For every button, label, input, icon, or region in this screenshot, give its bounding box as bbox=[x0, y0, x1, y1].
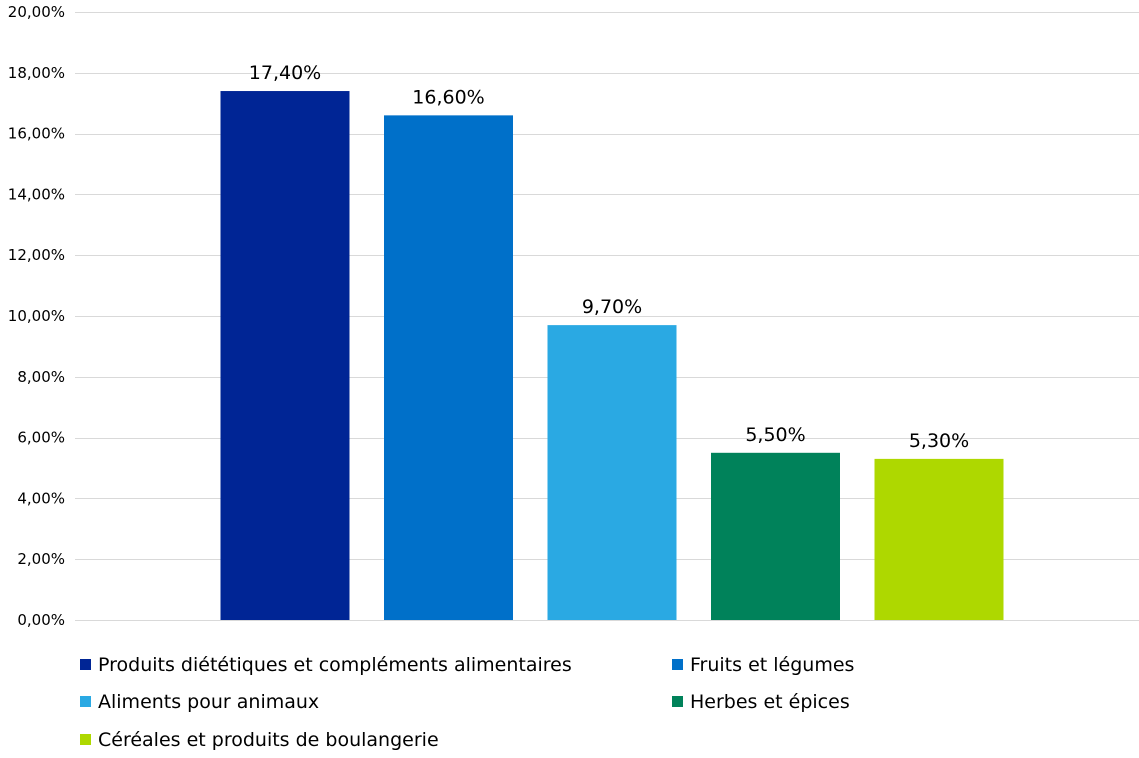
legend-label: Produits diététiques et compléments alim… bbox=[98, 654, 572, 676]
legend-label: Fruits et légumes bbox=[690, 654, 854, 676]
legend-item: Herbes et épices bbox=[672, 691, 850, 713]
legend-label: Céréales et produits de boulangerie bbox=[98, 729, 439, 751]
bar bbox=[547, 325, 677, 620]
legend: Produits diététiques et compléments alim… bbox=[80, 654, 854, 751]
legend-swatch bbox=[80, 734, 91, 745]
y-tick-label: 10,00% bbox=[8, 307, 65, 325]
legend-item: Produits diététiques et compléments alim… bbox=[80, 654, 572, 676]
legend-label: Herbes et épices bbox=[690, 691, 850, 713]
y-axis: 0,00% 2,00% 4,00% 6,00% 8,00% 10,00% 12,00% 14,… bbox=[8, 3, 65, 629]
legend-item: Fruits et légumes bbox=[672, 654, 854, 676]
data-label: 17,40% bbox=[249, 62, 321, 84]
data-label: 5,50% bbox=[745, 424, 805, 446]
legend-swatch bbox=[672, 696, 683, 707]
y-tick-label: 18,00% bbox=[8, 64, 65, 82]
y-tick-label: 0,00% bbox=[17, 611, 65, 629]
bars bbox=[220, 91, 1004, 621]
bar bbox=[220, 91, 350, 621]
legend-label: Aliments pour animaux bbox=[98, 691, 319, 713]
y-tick-label: 12,00% bbox=[8, 246, 65, 264]
y-tick-label: 6,00% bbox=[17, 429, 65, 447]
legend-swatch bbox=[80, 659, 91, 670]
bar bbox=[711, 452, 840, 620]
data-labels: 17,40% 16,60% 9,70% 5,50% 5,30% bbox=[249, 62, 969, 452]
legend-swatch bbox=[672, 659, 683, 670]
data-label: 9,70% bbox=[582, 296, 642, 318]
legend-item: Céréales et produits de boulangerie bbox=[80, 729, 439, 751]
bar bbox=[874, 458, 1004, 620]
y-tick-label: 14,00% bbox=[8, 185, 65, 203]
y-tick-label: 4,00% bbox=[17, 489, 65, 507]
data-label: 16,60% bbox=[412, 86, 484, 108]
bar bbox=[384, 115, 513, 621]
y-tick-label: 20,00% bbox=[8, 3, 65, 21]
y-tick-label: 2,00% bbox=[17, 550, 65, 568]
y-tick-label: 8,00% bbox=[17, 368, 65, 386]
y-tick-label: 16,00% bbox=[8, 125, 65, 143]
data-label: 5,30% bbox=[909, 430, 969, 452]
legend-item: Aliments pour animaux bbox=[80, 691, 319, 713]
legend-swatch bbox=[80, 696, 91, 707]
